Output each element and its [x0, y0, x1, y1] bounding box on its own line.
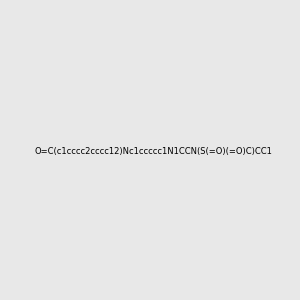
Text: O=C(c1cccc2cccc12)Nc1ccccc1N1CCN(S(=O)(=O)C)CC1: O=C(c1cccc2cccc12)Nc1ccccc1N1CCN(S(=O)(=… — [35, 147, 273, 156]
